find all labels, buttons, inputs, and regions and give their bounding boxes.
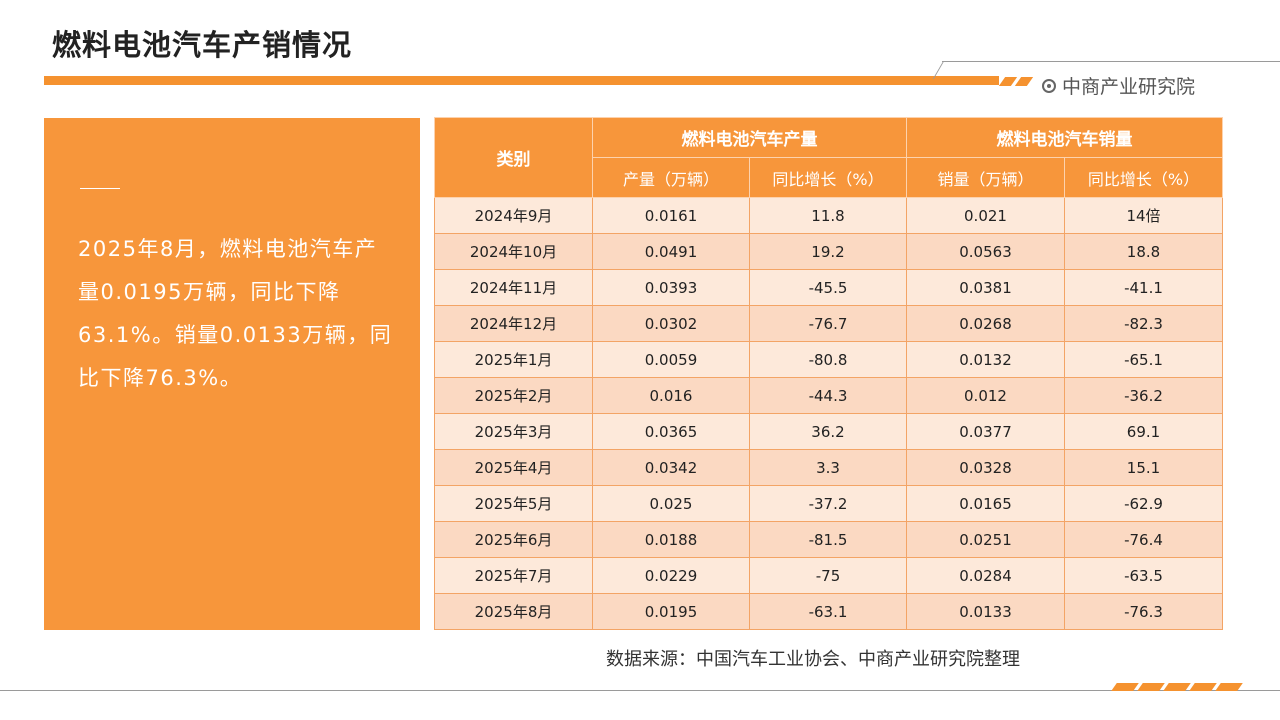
brand-logo-icon bbox=[1042, 78, 1056, 93]
brand-name: 中商产业研究院 bbox=[1062, 76, 1196, 98]
cell-sales: 0.0251 bbox=[906, 521, 1065, 558]
cell-sales: 0.012 bbox=[906, 377, 1065, 414]
cell-sales-yoy: -62.9 bbox=[1064, 485, 1223, 522]
table-row: 2025年2月 0.016 -44.3 0.012 -36.2 bbox=[434, 377, 1223, 414]
cell-production: 0.0342 bbox=[592, 449, 750, 486]
table-row: 2025年1月 0.0059 -80.8 0.0132 -65.1 bbox=[434, 341, 1223, 378]
cell-sales: 0.0377 bbox=[906, 413, 1065, 450]
cell-production: 0.0229 bbox=[592, 557, 750, 594]
cell-sales-yoy: 14倍 bbox=[1064, 197, 1223, 234]
cell-production: 0.0195 bbox=[592, 593, 750, 630]
table-row: 2025年5月 0.025 -37.2 0.0165 -62.9 bbox=[434, 485, 1223, 522]
header-production: 产量（万辆） bbox=[592, 157, 750, 198]
header-stripe bbox=[1014, 77, 1034, 86]
cell-sales-yoy: -82.3 bbox=[1064, 305, 1223, 342]
cell-production: 0.0188 bbox=[592, 521, 750, 558]
cell-sales: 0.0133 bbox=[906, 593, 1065, 630]
cell-production: 0.0302 bbox=[592, 305, 750, 342]
cell-sales: 0.0165 bbox=[906, 485, 1065, 522]
cell-sales: 0.0381 bbox=[906, 269, 1065, 306]
summary-panel: 2025年8月，燃料电池汽车产量0.0195万辆，同比下降63.1%。销量0.0… bbox=[44, 118, 420, 630]
title-accent-bar bbox=[44, 76, 999, 85]
table-row: 2025年4月 0.0342 3.3 0.0328 15.1 bbox=[434, 449, 1223, 486]
cell-month: 2025年3月 bbox=[434, 413, 593, 450]
cell-sales: 0.0563 bbox=[906, 233, 1065, 270]
cell-production: 0.0365 bbox=[592, 413, 750, 450]
table-row: 2025年8月 0.0195 -63.1 0.0133 -76.3 bbox=[434, 593, 1223, 630]
cell-month: 2025年4月 bbox=[434, 449, 593, 486]
cell-sales-yoy: -65.1 bbox=[1064, 341, 1223, 378]
header-production-group: 燃料电池汽车产量 bbox=[592, 117, 907, 158]
cell-sales-yoy: -63.5 bbox=[1064, 557, 1223, 594]
summary-dash bbox=[80, 188, 120, 189]
table-row: 2024年12月 0.0302 -76.7 0.0268 -82.3 bbox=[434, 305, 1223, 342]
header-production-yoy: 同比增长（%） bbox=[749, 157, 907, 198]
cell-production-yoy: -37.2 bbox=[749, 485, 907, 522]
source-note: 数据来源：中国汽车工业协会、中商产业研究院整理 bbox=[606, 649, 1020, 670]
cell-sales-yoy: -76.4 bbox=[1064, 521, 1223, 558]
header-divider-line bbox=[942, 61, 1280, 62]
cell-sales-yoy: 18.8 bbox=[1064, 233, 1223, 270]
cell-production-yoy: 36.2 bbox=[749, 413, 907, 450]
cell-production-yoy: -45.5 bbox=[749, 269, 907, 306]
cell-production-yoy: -76.7 bbox=[749, 305, 907, 342]
footer-stripe bbox=[1111, 683, 1139, 691]
cell-production-yoy: 11.8 bbox=[749, 197, 907, 234]
cell-sales-yoy: -41.1 bbox=[1064, 269, 1223, 306]
cell-month: 2024年9月 bbox=[434, 197, 593, 234]
footer-line bbox=[0, 690, 1280, 691]
cell-sales-yoy: -76.3 bbox=[1064, 593, 1223, 630]
cell-production: 0.016 bbox=[592, 377, 750, 414]
cell-production-yoy: -75 bbox=[749, 557, 907, 594]
cell-month: 2025年7月 bbox=[434, 557, 593, 594]
footer-stripes bbox=[1110, 683, 1243, 693]
table-row: 2024年11月 0.0393 -45.5 0.0381 -41.1 bbox=[434, 269, 1223, 306]
cell-month: 2024年10月 bbox=[434, 233, 593, 270]
summary-text: 2025年8月，燃料电池汽车产量0.0195万辆，同比下降63.1%。销量0.0… bbox=[78, 237, 393, 390]
header-stripes bbox=[998, 77, 1040, 87]
cell-production-yoy: -63.1 bbox=[749, 593, 907, 630]
cell-month: 2025年2月 bbox=[434, 377, 593, 414]
cell-sales-yoy: 15.1 bbox=[1064, 449, 1223, 486]
cell-month: 2025年6月 bbox=[434, 521, 593, 558]
footer-stripe bbox=[1163, 683, 1191, 691]
cell-month: 2024年12月 bbox=[434, 305, 593, 342]
table-row: 2025年7月 0.0229 -75 0.0284 -63.5 bbox=[434, 557, 1223, 594]
footer-stripe bbox=[1137, 683, 1165, 691]
cell-sales-yoy: 69.1 bbox=[1064, 413, 1223, 450]
cell-production-yoy: 3.3 bbox=[749, 449, 907, 486]
data-table: 类别 燃料电池汽车产量 燃料电池汽车销量 产量（万辆） 同比增长（%） 销量（万… bbox=[434, 117, 1223, 630]
cell-production-yoy: -44.3 bbox=[749, 377, 907, 414]
cell-production-yoy: -80.8 bbox=[749, 341, 907, 378]
cell-sales: 0.0268 bbox=[906, 305, 1065, 342]
cell-sales: 0.0132 bbox=[906, 341, 1065, 378]
header-sales-yoy: 同比增长（%） bbox=[1064, 157, 1223, 198]
table-row: 2024年9月 0.0161 11.8 0.021 14倍 bbox=[434, 197, 1223, 234]
cell-production-yoy: -81.5 bbox=[749, 521, 907, 558]
table-row: 2025年3月 0.0365 36.2 0.0377 69.1 bbox=[434, 413, 1223, 450]
cell-month: 2025年5月 bbox=[434, 485, 593, 522]
cell-month: 2025年8月 bbox=[434, 593, 593, 630]
brand: 中商产业研究院 bbox=[1042, 72, 1195, 99]
cell-production-yoy: 19.2 bbox=[749, 233, 907, 270]
table-row: 2025年6月 0.0188 -81.5 0.0251 -76.4 bbox=[434, 521, 1223, 558]
footer-stripe bbox=[1189, 683, 1217, 691]
page-title: 燃料电池汽车产销情况 bbox=[52, 28, 353, 62]
cell-production: 0.025 bbox=[592, 485, 750, 522]
cell-production: 0.0161 bbox=[592, 197, 750, 234]
cell-month: 2024年11月 bbox=[434, 269, 593, 306]
cell-sales-yoy: -36.2 bbox=[1064, 377, 1223, 414]
cell-production: 0.0491 bbox=[592, 233, 750, 270]
cell-sales: 0.0284 bbox=[906, 557, 1065, 594]
cell-production: 0.0393 bbox=[592, 269, 750, 306]
header-sales-group: 燃料电池汽车销量 bbox=[906, 117, 1223, 158]
cell-month: 2025年1月 bbox=[434, 341, 593, 378]
header-category: 类别 bbox=[434, 117, 593, 198]
cell-production: 0.0059 bbox=[592, 341, 750, 378]
cell-sales: 0.0328 bbox=[906, 449, 1065, 486]
table-row: 2024年10月 0.0491 19.2 0.0563 18.8 bbox=[434, 233, 1223, 270]
cell-sales: 0.021 bbox=[906, 197, 1065, 234]
header-sales: 销量（万辆） bbox=[906, 157, 1065, 198]
footer-stripe bbox=[1215, 683, 1243, 691]
